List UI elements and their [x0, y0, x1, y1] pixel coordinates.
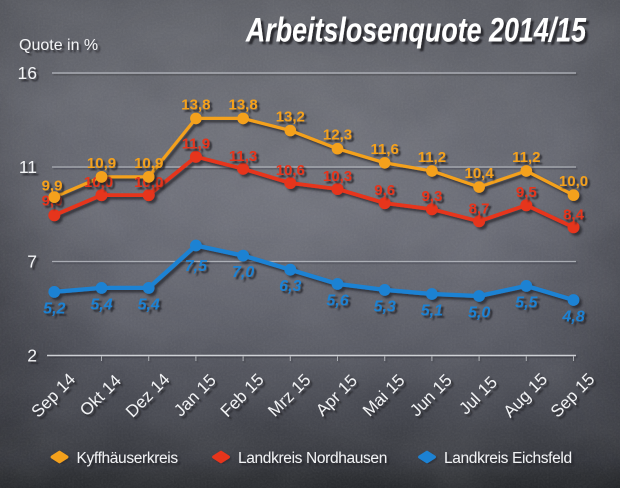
- svg-text:Aug 15: Aug 15: [500, 370, 552, 422]
- svg-text:5,2: 5,2: [43, 300, 65, 317]
- svg-text:9,5: 9,5: [516, 184, 537, 201]
- svg-text:Dez 14: Dez 14: [122, 370, 174, 422]
- svg-text:8,7: 8,7: [469, 200, 490, 217]
- svg-text:11,2: 11,2: [418, 149, 446, 166]
- svg-text:Kyffhäuserkreis: Kyffhäuserkreis: [77, 450, 179, 467]
- svg-text:11,6: 11,6: [371, 141, 399, 158]
- svg-text:13,8: 13,8: [228, 96, 257, 113]
- svg-text:5,4: 5,4: [90, 296, 112, 313]
- svg-text:7: 7: [27, 252, 37, 272]
- svg-text:7,0: 7,0: [232, 264, 254, 281]
- svg-text:Arbeitslosenquote 2014/15: Arbeitslosenquote 2014/15: [245, 12, 587, 50]
- svg-text:2: 2: [27, 346, 37, 366]
- svg-text:Jul 15: Jul 15: [455, 373, 501, 419]
- svg-text:10,3: 10,3: [323, 168, 352, 185]
- svg-text:11,2: 11,2: [512, 149, 540, 166]
- svg-text:Landkreis Nordhausen: Landkreis Nordhausen: [238, 450, 387, 467]
- svg-text:Sep 14: Sep 14: [28, 370, 80, 422]
- svg-text:9,9: 9,9: [42, 178, 63, 195]
- svg-text:7,5: 7,5: [185, 258, 208, 275]
- svg-text:5,0: 5,0: [468, 305, 490, 322]
- svg-text:11,9: 11,9: [182, 136, 210, 153]
- svg-text:Jan 15: Jan 15: [170, 371, 220, 421]
- svg-text:Quote in %: Quote in %: [19, 37, 98, 54]
- svg-text:9,6: 9,6: [374, 182, 395, 199]
- svg-text:Apr 15: Apr 15: [312, 371, 361, 420]
- svg-text:Feb 15: Feb 15: [217, 370, 268, 421]
- svg-text:4,8: 4,8: [561, 309, 584, 326]
- svg-text:10,4: 10,4: [464, 165, 494, 182]
- svg-text:Mai 15: Mai 15: [359, 371, 409, 421]
- svg-text:8,4: 8,4: [563, 206, 585, 223]
- svg-text:13,2: 13,2: [276, 109, 305, 126]
- svg-text:10,0: 10,0: [559, 173, 588, 190]
- svg-text:Okt 14: Okt 14: [76, 371, 125, 420]
- svg-text:12,3: 12,3: [323, 127, 352, 144]
- svg-text:10,6: 10,6: [276, 162, 305, 179]
- svg-text:16: 16: [18, 63, 37, 83]
- svg-text:5,6: 5,6: [326, 292, 348, 309]
- svg-text:Sep 15: Sep 15: [547, 370, 599, 422]
- svg-text:Mrz 15: Mrz 15: [264, 370, 314, 420]
- svg-text:5,5: 5,5: [515, 294, 538, 311]
- svg-text:5,3: 5,3: [374, 298, 396, 315]
- svg-text:5,4: 5,4: [138, 296, 160, 313]
- svg-text:13,8: 13,8: [181, 96, 210, 113]
- svg-text:Jun 15: Jun 15: [406, 371, 456, 421]
- svg-text:9,3: 9,3: [421, 188, 442, 205]
- svg-text:Landkreis Eichsfeld: Landkreis Eichsfeld: [444, 450, 572, 467]
- svg-text:10,9: 10,9: [87, 155, 116, 172]
- svg-text:6,3: 6,3: [279, 278, 301, 295]
- svg-text:5,1: 5,1: [421, 303, 443, 320]
- svg-text:11,3: 11,3: [229, 148, 257, 165]
- svg-text:11: 11: [19, 157, 37, 177]
- svg-text:10,9: 10,9: [134, 155, 163, 172]
